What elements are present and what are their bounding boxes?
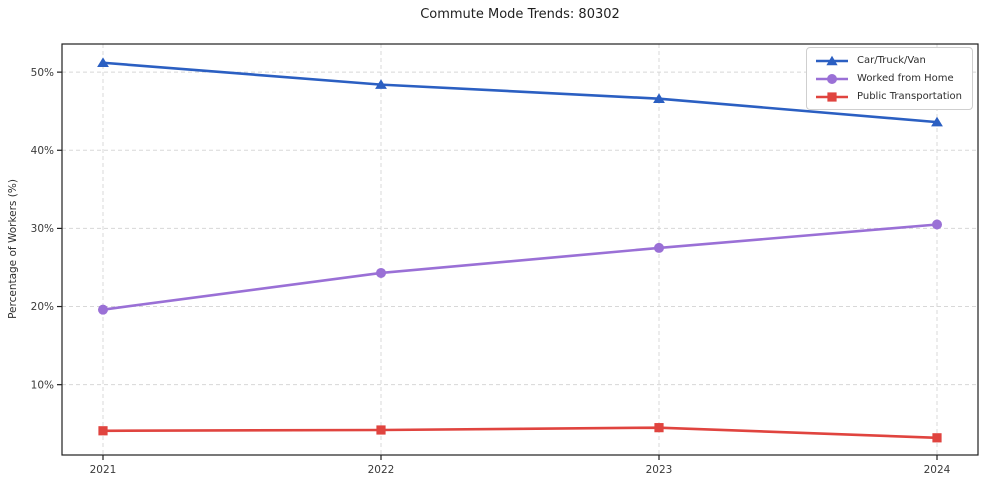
- square-marker-icon: [654, 423, 664, 433]
- series-line-worked-from-home: [101, 223, 939, 311]
- square-marker-icon: [376, 425, 386, 435]
- triangle-marker-icon: [653, 93, 665, 103]
- legend-label: Public Transportation: [857, 91, 962, 102]
- legend-label: Car/Truck/Van: [857, 55, 926, 66]
- circle-marker-icon: [932, 219, 942, 230]
- y-tick-label: 50%: [31, 67, 54, 79]
- chart-title: Commute Mode Trends: 80302: [420, 7, 620, 22]
- legend-circle-icon: [816, 73, 849, 84]
- legend-entry: Public Transportation: [814, 89, 962, 104]
- x-tick-label: 2024: [924, 464, 951, 476]
- series-line-public-transportation: [101, 426, 939, 440]
- legend-entry: Car/Truck/Van: [814, 53, 962, 68]
- plot-frame: [61, 43, 979, 456]
- x-tick-label: 2021: [90, 464, 117, 476]
- legend-triangle-icon: [816, 55, 849, 65]
- x-tick-label: 2022: [368, 464, 395, 476]
- legend-square-icon: [816, 91, 849, 102]
- chart-legend: Car/Truck/Van Worked from Home Public Tran…: [806, 47, 973, 110]
- y-tick-label: 20%: [31, 301, 54, 313]
- square-marker-icon: [932, 433, 942, 443]
- triangle-marker-icon: [375, 79, 387, 89]
- y-tick-label: 40%: [31, 145, 54, 157]
- legend-label: Worked from Home: [857, 73, 954, 84]
- circle-marker-icon: [376, 267, 386, 278]
- legend-entry: Worked from Home: [814, 71, 962, 86]
- y-tick-label: 10%: [31, 379, 54, 391]
- circle-marker-icon: [654, 242, 664, 253]
- circle-marker-icon: [98, 304, 108, 315]
- triangle-marker-icon: [931, 116, 943, 127]
- x-tick-label: 2023: [646, 464, 673, 476]
- y-tick-label: 30%: [31, 223, 54, 235]
- square-marker-icon: [98, 426, 108, 436]
- triangle-marker-icon: [97, 57, 109, 68]
- series-line-car-truck-van: [101, 61, 939, 124]
